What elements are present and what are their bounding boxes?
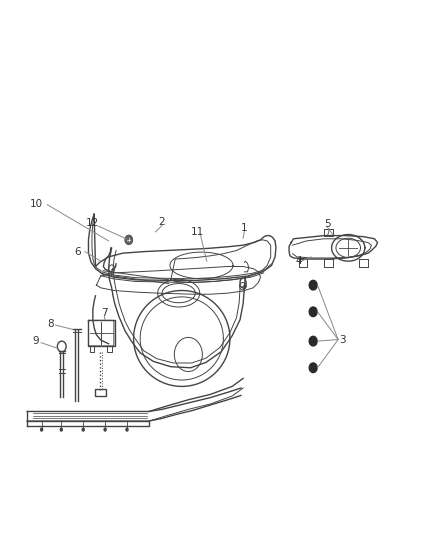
Circle shape: [125, 427, 129, 432]
Circle shape: [125, 235, 133, 245]
Circle shape: [309, 336, 317, 346]
Text: 3: 3: [339, 335, 346, 344]
Circle shape: [309, 363, 317, 373]
Text: 5: 5: [324, 220, 331, 229]
Text: 2: 2: [159, 217, 166, 227]
Text: 12: 12: [85, 219, 99, 228]
Text: 4: 4: [295, 256, 302, 265]
Text: 8: 8: [47, 319, 54, 329]
Circle shape: [40, 427, 43, 432]
Text: 6: 6: [74, 247, 81, 256]
Text: 7: 7: [101, 309, 108, 318]
Circle shape: [103, 427, 107, 432]
Text: 1: 1: [241, 223, 248, 233]
Text: 9: 9: [32, 336, 39, 346]
Text: 10: 10: [29, 199, 42, 208]
Text: 11: 11: [191, 228, 204, 237]
Circle shape: [309, 307, 317, 317]
Circle shape: [81, 427, 85, 432]
Circle shape: [60, 427, 63, 432]
Circle shape: [309, 280, 317, 290]
